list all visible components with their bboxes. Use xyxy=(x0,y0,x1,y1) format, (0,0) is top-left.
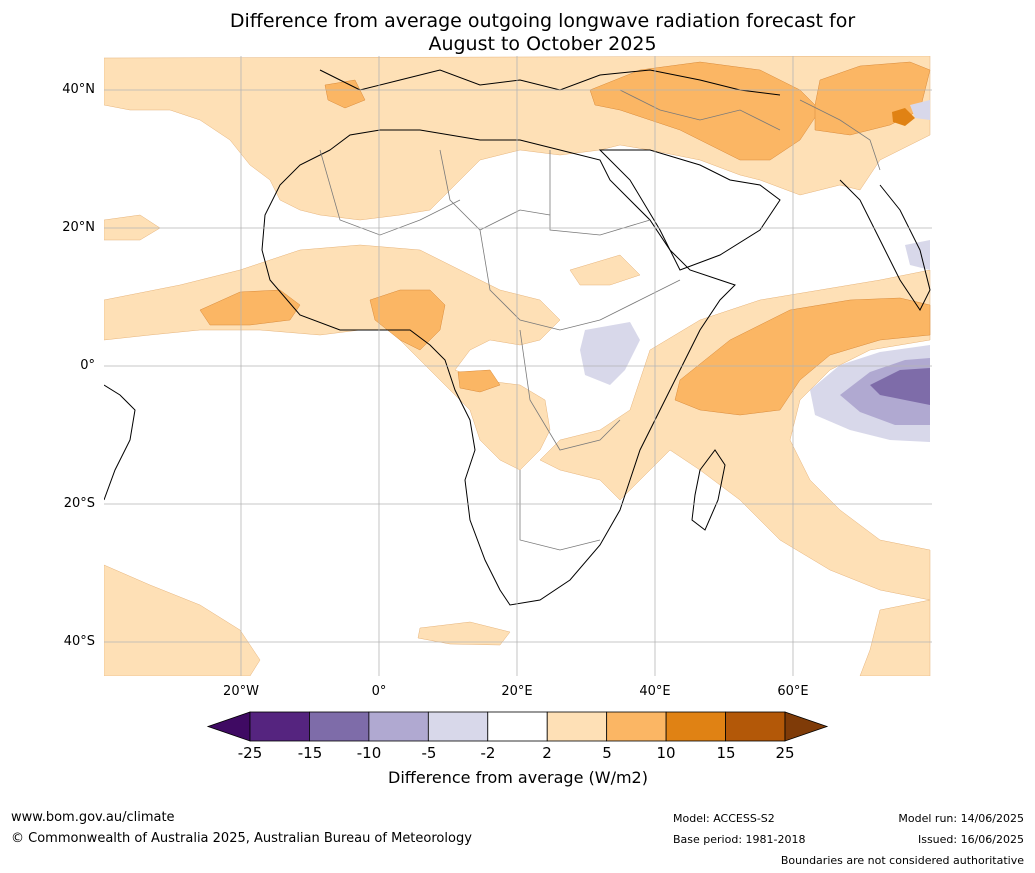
lat-label-equator: 0° xyxy=(80,358,95,373)
colorbar-tick-2: -10 xyxy=(356,744,382,762)
anomaly-horn-africa xyxy=(569,254,641,286)
title-line-2: August to October 2025 xyxy=(428,33,657,55)
footer-copyright: © Commonwealth of Australia 2025, Austra… xyxy=(11,831,472,846)
title-line-1: Difference from average outgoing longwav… xyxy=(229,10,856,32)
map-canvas xyxy=(104,56,932,676)
footer-model-run: Model run: 14/06/2025 xyxy=(898,812,1024,825)
anomaly-west-africa xyxy=(199,289,301,326)
anomaly-tibet-east xyxy=(910,100,930,120)
anomaly-south-africa-patch xyxy=(417,621,511,646)
anomaly-bay-bengal xyxy=(905,240,930,270)
lon-label-20e: 20°E xyxy=(501,684,533,699)
colorbar-tick-6: 5 xyxy=(602,744,612,762)
anomaly-atlantic-patch xyxy=(104,214,161,241)
border-ethiopia xyxy=(599,279,681,321)
anomaly-arabian-sea xyxy=(674,297,931,416)
lat-label-20s: 20°S xyxy=(63,496,95,511)
anomaly-5-to-10 xyxy=(199,61,931,416)
anomaly-middle-east xyxy=(589,61,821,161)
colorbar-title: Difference from average (W/m2) xyxy=(388,768,648,787)
colorbar-tick-8: 15 xyxy=(716,744,736,762)
lon-label-60e: 60°E xyxy=(777,684,809,699)
anomaly-10-to-15 xyxy=(892,108,915,126)
anomaly-south-indian xyxy=(859,599,931,676)
anomaly-gulf-guinea xyxy=(369,289,446,351)
border-central-asia xyxy=(799,99,881,171)
colorbar-tick-9: 25 xyxy=(775,744,795,762)
footer-base-period: Base period: 1981-2018 xyxy=(673,833,806,846)
coast-madagascar xyxy=(691,449,726,531)
footer-model: Model: ACCESS-S2 xyxy=(673,812,775,825)
country-borders xyxy=(319,89,881,551)
lon-label-20w: 20°W xyxy=(223,684,259,699)
lat-label-20n: 20°N xyxy=(62,220,95,235)
colorbar-tick-4: -2 xyxy=(480,744,496,762)
colorbar-tick-7: 10 xyxy=(656,744,676,762)
colorbar-tick-3: -5 xyxy=(421,744,437,762)
anomaly-southeast-indian-center xyxy=(870,368,930,405)
coast-africa xyxy=(261,129,736,606)
anomaly-sahel-band xyxy=(104,244,561,471)
anomaly-minus10-to-minus15 xyxy=(870,368,930,405)
anomaly-tibet-spot xyxy=(892,108,915,126)
coast-india xyxy=(839,179,931,311)
lon-label-40e: 40°E xyxy=(639,684,671,699)
lat-label-40n: 40°N xyxy=(62,82,95,97)
anomaly-south-atlantic xyxy=(104,564,261,676)
anomaly-east-africa-lakes xyxy=(580,322,640,385)
border-central-africa xyxy=(479,229,601,331)
footer-issued: Issued: 16/06/2025 xyxy=(917,833,1024,846)
border-drc xyxy=(519,329,621,451)
border-middle-east xyxy=(619,89,781,131)
gridlines xyxy=(104,56,932,676)
lon-label-0: 0° xyxy=(371,684,387,699)
map-title: Difference from average outgoing longwav… xyxy=(0,10,1035,56)
lat-label-40s: 40°S xyxy=(63,634,95,649)
anomaly-congo xyxy=(457,369,501,393)
border-southern-africa xyxy=(519,470,601,551)
colorbar-tick-5: 2 xyxy=(542,744,552,762)
coast-south-america xyxy=(104,384,136,501)
border-egypt-sudan xyxy=(549,150,651,236)
colorbar-tick-0: -25 xyxy=(237,744,263,762)
colorbar-tick-1: -15 xyxy=(297,744,323,762)
footer-url[interactable]: www.bom.gov.au/climate xyxy=(11,810,175,825)
footer-disclaimer: Boundaries are not considered authoritat… xyxy=(780,854,1024,867)
border-sahara xyxy=(319,149,461,236)
